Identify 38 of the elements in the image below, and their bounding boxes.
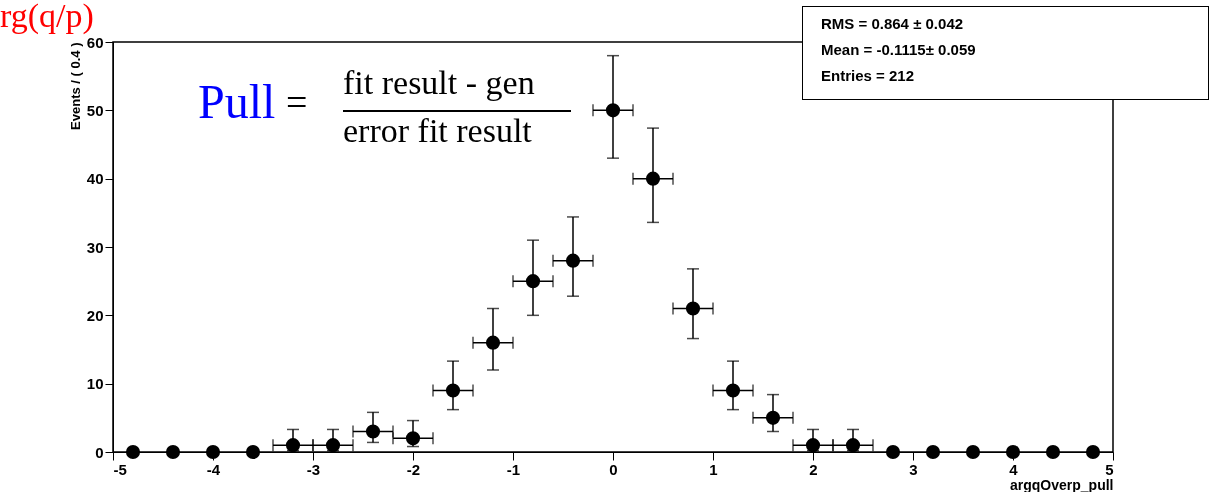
annotation: Entries = 212 bbox=[821, 67, 914, 84]
point bbox=[1085, 444, 1101, 460]
annotation: Mean = -0.1115± 0.059 bbox=[821, 41, 976, 58]
y-tick-label: 50 bbox=[86, 101, 104, 119]
point bbox=[925, 444, 941, 460]
point bbox=[245, 444, 261, 460]
point bbox=[885, 444, 901, 460]
annotation: = bbox=[286, 80, 308, 124]
x-tick-label: 3 bbox=[909, 460, 918, 478]
x-tick-label: -2 bbox=[406, 460, 421, 478]
chart-title: rg(q/p) bbox=[0, 0, 94, 35]
x-tick-label: 0 bbox=[609, 460, 618, 478]
x-tick-label: -4 bbox=[206, 460, 221, 478]
point bbox=[1005, 444, 1021, 460]
y-tick-label: 40 bbox=[86, 170, 104, 188]
annotation: error fit result bbox=[343, 112, 532, 150]
y-tick-label: 20 bbox=[86, 306, 104, 324]
point bbox=[125, 444, 141, 460]
y-axis-title: Events / ( 0.4 ) bbox=[67, 42, 83, 130]
x-tick-label: -1 bbox=[506, 460, 521, 478]
y-tick-label: 0 bbox=[95, 443, 104, 461]
y-tick-label: 30 bbox=[86, 238, 104, 256]
annotation: fit result - gen bbox=[343, 64, 535, 102]
stats-panel: RMS = 0.864 ± 0.042 Mean = -0.1115± 0.059 Entries = 212 bbox=[802, 6, 1209, 100]
x-tick-label: 2 bbox=[809, 460, 818, 478]
y-tick-label: 60 bbox=[86, 33, 104, 51]
x-tick-label: 5 bbox=[1105, 460, 1114, 478]
x-tick-label: 1 bbox=[709, 460, 718, 478]
point bbox=[965, 444, 981, 460]
point bbox=[165, 444, 181, 460]
x-tick-label: -3 bbox=[306, 460, 321, 478]
x-axis-title: argqOverp_pull bbox=[1010, 476, 1114, 493]
point bbox=[1045, 444, 1061, 460]
point bbox=[205, 444, 221, 460]
x-tick-label: 4 bbox=[1009, 460, 1019, 478]
y-tick-label: 10 bbox=[86, 375, 104, 393]
x-tick-label: -5 bbox=[113, 460, 127, 478]
annotation: Pull bbox=[198, 74, 276, 129]
